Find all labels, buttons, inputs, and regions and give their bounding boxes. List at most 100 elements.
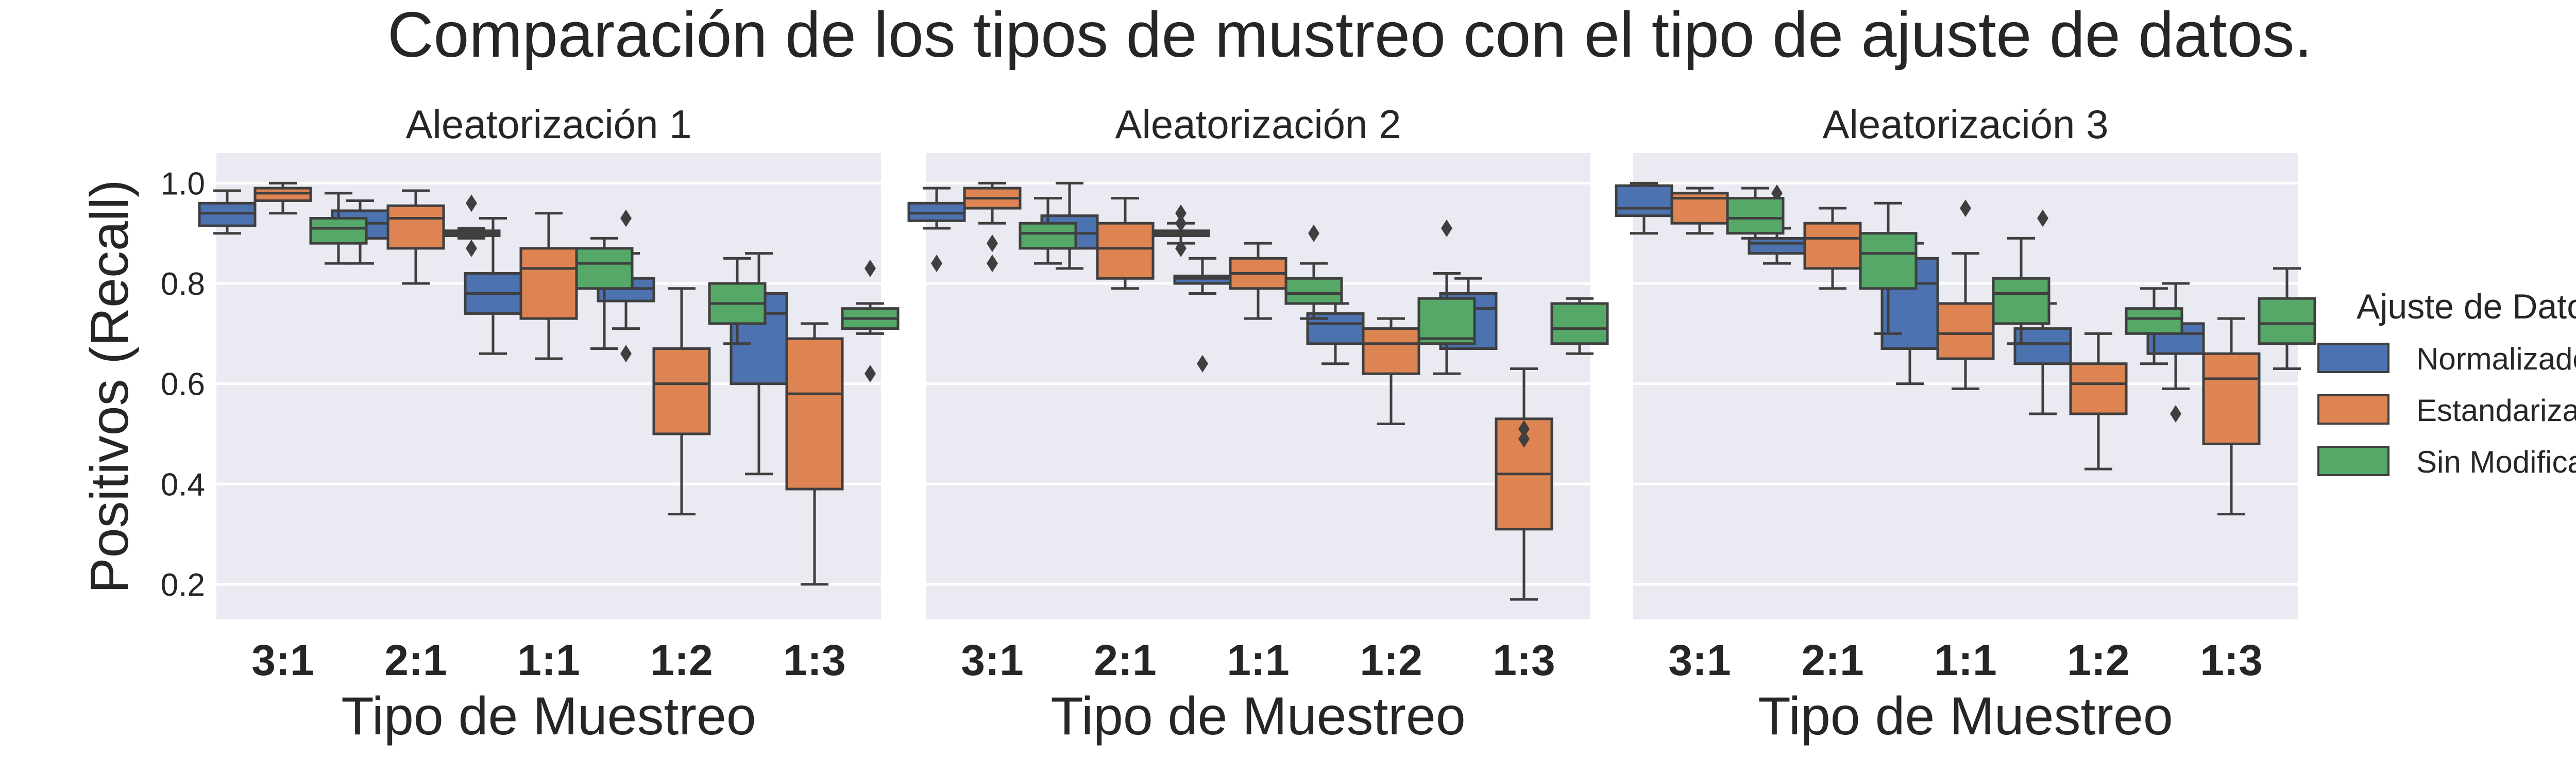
box-1-2-2 xyxy=(1362,317,1420,425)
y-tick-label: 1.0 xyxy=(161,166,205,201)
outlier-point xyxy=(466,194,477,212)
box-3-1-2 xyxy=(963,181,1022,273)
outlier-point xyxy=(1197,355,1208,373)
outlier-point xyxy=(1175,239,1187,257)
box-1-1-1 xyxy=(464,217,522,355)
panel-2-title: Aleatorización 2 xyxy=(1115,102,1401,147)
legend-label: Normalizados xyxy=(2416,342,2576,376)
outlier-point xyxy=(1518,420,1530,438)
box-body xyxy=(2069,362,2128,415)
y-tick-label: 0.2 xyxy=(161,567,205,603)
box-1-3-3 xyxy=(841,259,900,383)
outlier-point xyxy=(1308,224,1319,242)
box-1-1-2 xyxy=(519,212,578,360)
panel-2-xticks: 3:1 2:1 1:1 1:2 1:3 xyxy=(961,636,1555,684)
box-body xyxy=(309,217,368,245)
legend-entry: Normalizados xyxy=(2317,342,2576,376)
box-body xyxy=(386,204,445,250)
box-body xyxy=(575,247,634,290)
panel-3: 3:1 2:1 1:1 1:2 1:3 Aleatorización 3 Tipo de… xyxy=(1615,102,2316,746)
x-tick-label: 1:1 xyxy=(1227,636,1289,684)
outlier-point xyxy=(1175,204,1187,222)
panel-1-title: Aleatorización 1 xyxy=(406,102,692,147)
panel-1: 0.2 0.4 0.6 0.8 1.0 3:1 2:1 1:1 1:2 1:3 Aleatori… xyxy=(80,102,900,746)
x-tick-label: 1:3 xyxy=(2200,636,2262,684)
x-tick-label: 3:1 xyxy=(251,636,314,684)
panel-3-title: Aleatorización 3 xyxy=(1823,102,2109,147)
outlier-point xyxy=(1441,219,1452,237)
box-2-1-2 xyxy=(1096,197,1155,290)
box-body xyxy=(1284,277,1343,305)
x-tick-label: 3:1 xyxy=(1668,636,1731,684)
box-1-3-3 xyxy=(2258,267,2316,370)
box-3-1-3 xyxy=(1726,187,1785,240)
panel-1-yticks: 0.2 0.4 0.6 0.8 1.0 xyxy=(161,166,205,602)
box-body xyxy=(2202,352,2261,445)
x-tick-label: 2:1 xyxy=(1801,636,1863,684)
box-body xyxy=(1748,237,1806,255)
panel-3-xticks: 3:1 2:1 1:1 1:2 1:3 xyxy=(1668,636,2262,684)
x-tick-label: 1:1 xyxy=(517,636,580,684)
outlier-point xyxy=(1960,199,1971,217)
outlier-point xyxy=(931,255,942,273)
x-tick-label: 3:1 xyxy=(961,636,1023,684)
box-body xyxy=(2013,327,2072,365)
box-1-2-3 xyxy=(1417,219,1476,375)
box-body xyxy=(519,247,578,320)
box-2-1-3 xyxy=(442,194,501,257)
x-tick-label: 1:3 xyxy=(1493,636,1555,684)
outlier-point xyxy=(1175,214,1187,232)
legend-label: Sin Modificación xyxy=(2416,445,2576,479)
legend-title: Ajuste de Datos xyxy=(2357,287,2576,326)
box-1-3-2 xyxy=(2202,317,2261,516)
legend-entry: Estandarizados xyxy=(2317,393,2576,428)
x-tick-label: 1:3 xyxy=(783,636,845,684)
x-tick-label: 1:2 xyxy=(1360,636,1422,684)
box-body xyxy=(1726,197,1785,235)
panel-3-xlabel: Tipo de Muestreo xyxy=(1758,686,2173,746)
panel-1-ylabel: Positivos (Recall) xyxy=(80,179,140,593)
box-body xyxy=(1803,222,1862,270)
box-3-1-2 xyxy=(253,181,312,215)
panel-3-boxes xyxy=(1615,181,2316,516)
legend-swatch xyxy=(2317,394,2389,425)
outlier-point xyxy=(2037,209,2048,227)
outlier-point xyxy=(620,345,632,363)
outlier-point xyxy=(987,234,998,253)
legend-label: Estandarizados xyxy=(2416,393,2576,428)
outlier-point xyxy=(2170,405,2181,423)
box-1-1-3 xyxy=(1284,224,1343,320)
box-body xyxy=(1992,277,2050,325)
panel-1-xlabel: Tipo de Muestreo xyxy=(341,686,756,746)
box-body xyxy=(652,347,711,435)
legend-entries: Normalizados Estandarizados Sin Modificaci… xyxy=(2317,342,2576,479)
box-3-1-2 xyxy=(1670,187,1729,235)
x-tick-label: 1:2 xyxy=(650,636,713,684)
box-1-2-2 xyxy=(2069,332,2128,470)
box-1-1-1 xyxy=(1173,257,1232,373)
box-1-1-2 xyxy=(1229,242,1287,320)
box-1-2-3 xyxy=(2125,287,2183,365)
box-body xyxy=(1362,327,1420,375)
box-1-1-3 xyxy=(1992,237,2050,345)
box-2-1-3 xyxy=(1151,204,1210,257)
box-1-2-2 xyxy=(652,287,711,516)
outlier-point xyxy=(865,365,876,383)
box-body xyxy=(785,337,844,491)
panel-2: 3:1 2:1 1:1 1:2 1:3 Aleatorización 2 Tipo de… xyxy=(907,102,1609,746)
y-tick-label: 0.6 xyxy=(161,367,205,402)
panel-2-grid xyxy=(926,181,1590,586)
box-2-1-2 xyxy=(386,189,445,285)
legend-swatch xyxy=(2317,446,2389,476)
outlier-point xyxy=(865,259,876,277)
outlier-point xyxy=(466,239,477,257)
box-1-1-2 xyxy=(1936,199,1995,390)
legend-entry: Sin Modificación xyxy=(2317,445,2576,479)
panel-1-xticks: 3:1 2:1 1:1 1:2 1:3 xyxy=(251,636,845,684)
panel-2-xlabel: Tipo de Muestreo xyxy=(1050,686,1465,746)
box-body xyxy=(1615,184,1673,217)
outlier-point xyxy=(620,209,632,227)
box-body xyxy=(1096,222,1155,280)
box-body xyxy=(1936,302,1995,360)
